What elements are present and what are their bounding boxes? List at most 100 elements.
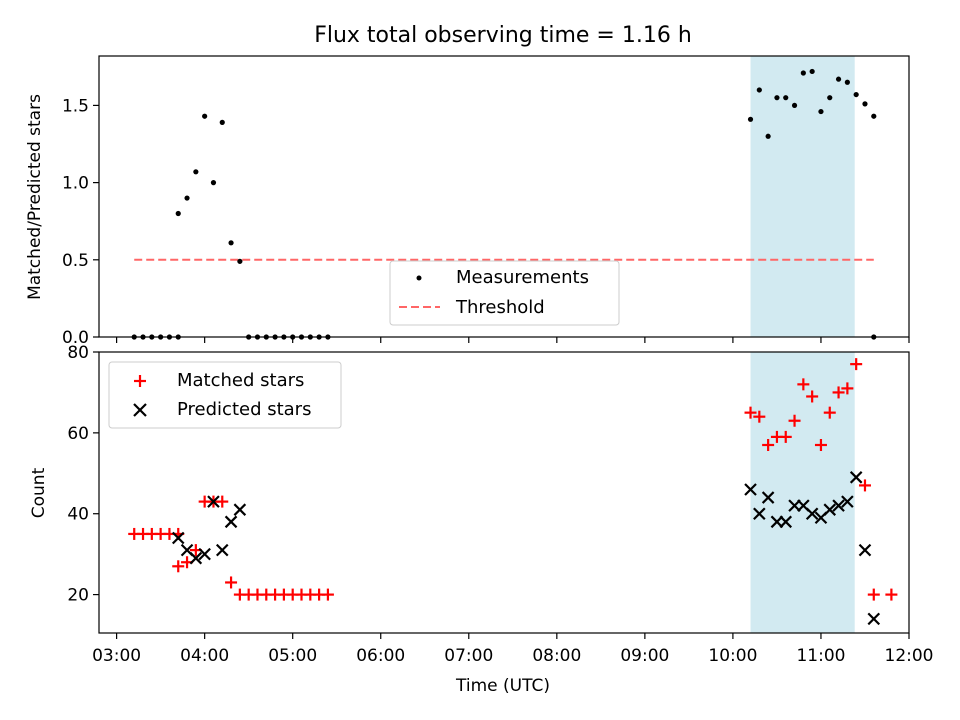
top-panel: 0.0 0.5 1.0 1.5 Matched/Predicted stars Mea… [25,55,910,348]
y-tick-label: 1.0 [62,174,89,194]
measurement-point [783,95,789,101]
chart-title: Flux total observing time = 1.16 h [314,23,692,48]
measurement-point [765,133,771,139]
measurement-point [210,180,217,186]
predicted-star-point [171,531,185,545]
y-tick-label: 40 [67,505,89,525]
legend-matched-marker [134,375,146,387]
y-tick-label: 60 [67,424,89,444]
matched-star-point [762,438,775,451]
top-legend-box [389,260,620,326]
measurement-point [228,240,234,246]
measurement-point [818,108,824,115]
bottom-y-ticks: 20 40 60 80 [67,343,99,606]
predicted-star-point [753,507,766,521]
measurement-point [219,119,225,125]
legend-matched-label: Matched stars [177,370,304,391]
predicted-star-point [761,491,775,504]
predicted-star-point [832,499,845,512]
predicted-star-point [858,543,872,557]
x-tick-label: 03:00 [92,646,141,666]
bottom-series-layer [128,358,898,626]
predicted-star-point [841,495,854,508]
matched-star-point [753,410,766,423]
predicted-star-point [215,543,229,557]
predicted-star-point [744,483,757,496]
top-x-ticks [116,337,910,343]
x-tick-label: 12:00 [885,646,934,666]
top-highlight-span-layer [750,56,855,337]
legend-measurements-marker [416,275,422,281]
top-y-ticks: 0.0 0.5 1.0 1.5 [62,96,99,348]
predicted-star-point [779,515,793,529]
matched-star-point [797,378,810,391]
x-tick-label: 07:00 [444,646,493,666]
predicted-star-point [233,503,247,516]
bottom-y-axis-label: Count [29,467,49,518]
measurement-point [184,195,190,201]
legend-measurements-label: Measurements [456,267,589,288]
measurement-point [774,95,780,101]
matched-star-point [858,479,871,492]
matched-star-point [823,406,836,419]
bottom-x-ticks: 03:00 04:00 05:00 06:00 07:00 08:00 09:00 10:00… [92,633,934,666]
measurement-point [835,76,842,82]
bottom-plot-frame [98,351,910,634]
legend-predicted-marker [133,403,147,417]
matched-star-point [885,588,898,601]
matched-star-point [788,414,801,427]
measurement-point [193,169,199,175]
measurement-point [791,102,798,109]
measurement-point [827,95,833,101]
matched-star-point [172,560,185,573]
predicted-star-point [198,547,211,561]
matched-star-point [841,382,854,395]
x-tick-label: 04:00 [180,646,229,666]
y-tick-label: 0.0 [62,328,89,348]
y-tick-label: 1.5 [62,96,89,116]
x-tick-label: 11:00 [796,646,845,666]
matched-star-point [814,438,827,451]
matched-star-point [225,576,238,589]
measurement-point [175,210,181,217]
predicted-star-point [823,503,837,516]
measurement-point [756,87,762,93]
top-legend: Measurements Threshold [389,260,620,326]
predicted-star-point [189,551,203,565]
matched-star-point [850,358,863,371]
bottom-legend: Matched stars Predicted stars [108,361,342,429]
x-tick-label: 10:00 [708,646,757,666]
highlight-span [750,352,855,633]
bottom-highlight-span-layer [750,352,855,633]
predicted-star-point [849,471,863,484]
predicted-star-point [224,515,238,529]
matched-star-point [321,588,334,601]
x-axis-label: Time (UTC) [455,676,550,696]
measurement-point [862,101,868,107]
matched-star-point [744,406,757,419]
matched-star-point [867,588,880,601]
measurement-point [844,79,850,85]
x-tick-label: 06:00 [356,646,405,666]
matched-star-point [216,495,229,508]
top-y-axis-label: Matched/Predicted stars [25,94,45,300]
measurement-point [809,68,815,75]
predicted-star-point [867,612,881,626]
x-tick-label: 05:00 [268,646,317,666]
y-tick-label: 80 [67,343,89,363]
legend-threshold-label: Threshold [455,297,545,318]
measurement-point [871,113,877,119]
predicted-star-point [207,495,220,508]
measurement-point [747,116,754,122]
matched-star-point [779,430,792,443]
top-plot-frame [98,55,910,338]
y-tick-label: 0.5 [62,251,89,271]
predicted-star-point [805,507,819,521]
measurement-point [800,70,806,76]
legend-predicted-label: Predicted stars [177,399,311,420]
measurement-point [853,91,859,98]
matched-star-point [806,390,819,403]
y-tick-label: 20 [67,586,89,606]
